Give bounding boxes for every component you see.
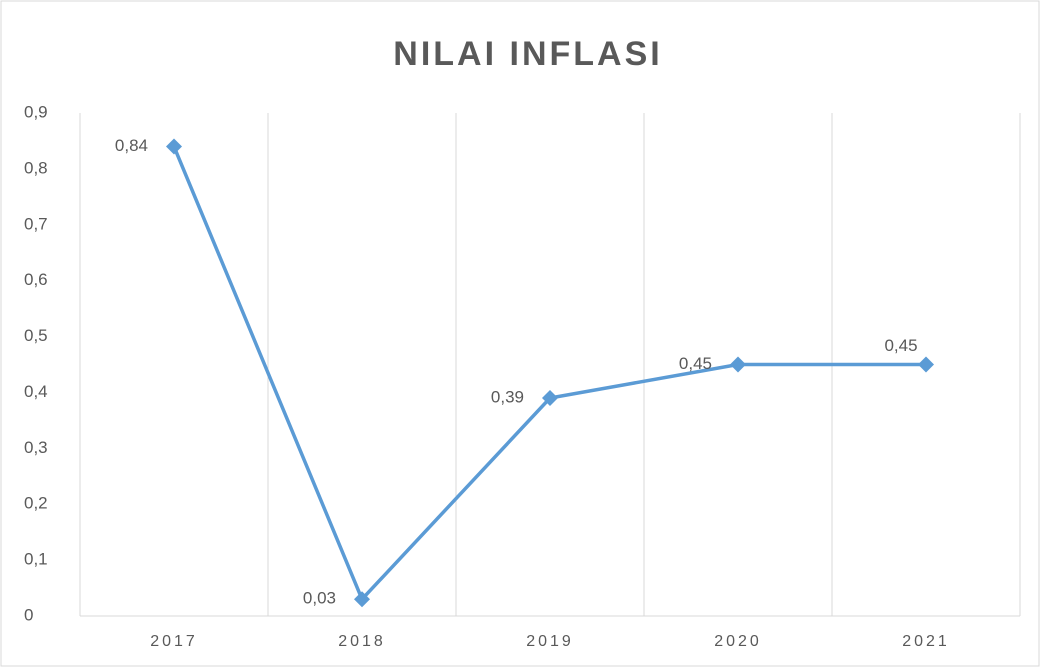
x-tick-label: 2017: [150, 633, 198, 650]
y-tick-label: 0,4: [24, 382, 48, 401]
y-tick-label: 0,1: [24, 550, 48, 569]
y-tick-label: 0,5: [24, 326, 48, 345]
data-label: 0,45: [884, 336, 917, 355]
marker: [166, 138, 182, 155]
data-label: 0,03: [303, 589, 336, 608]
y-tick-label: 0,7: [24, 214, 48, 233]
x-tick-label: 2018: [338, 633, 386, 650]
data-label: 0,45: [679, 354, 712, 373]
marker: [918, 356, 934, 373]
marker: [354, 591, 370, 608]
y-tick-label: 0,8: [24, 158, 48, 177]
y-tick-label: 0: [24, 605, 33, 624]
y-tick-label: 0,9: [24, 102, 48, 121]
y-tick-label: 0,3: [24, 438, 48, 457]
marker: [542, 390, 558, 407]
x-tick-label: 2021: [902, 633, 950, 650]
chart-title: NILAI INFLASI: [393, 35, 662, 73]
x-tick-label: 2019: [526, 633, 574, 650]
y-tick-label: 0,2: [24, 494, 48, 513]
marker: [730, 356, 746, 373]
data-label: 0,84: [115, 136, 148, 155]
y-tick-label: 0,6: [24, 270, 48, 289]
x-tick-label: 2020: [714, 633, 762, 650]
data-label: 0,39: [491, 388, 524, 407]
